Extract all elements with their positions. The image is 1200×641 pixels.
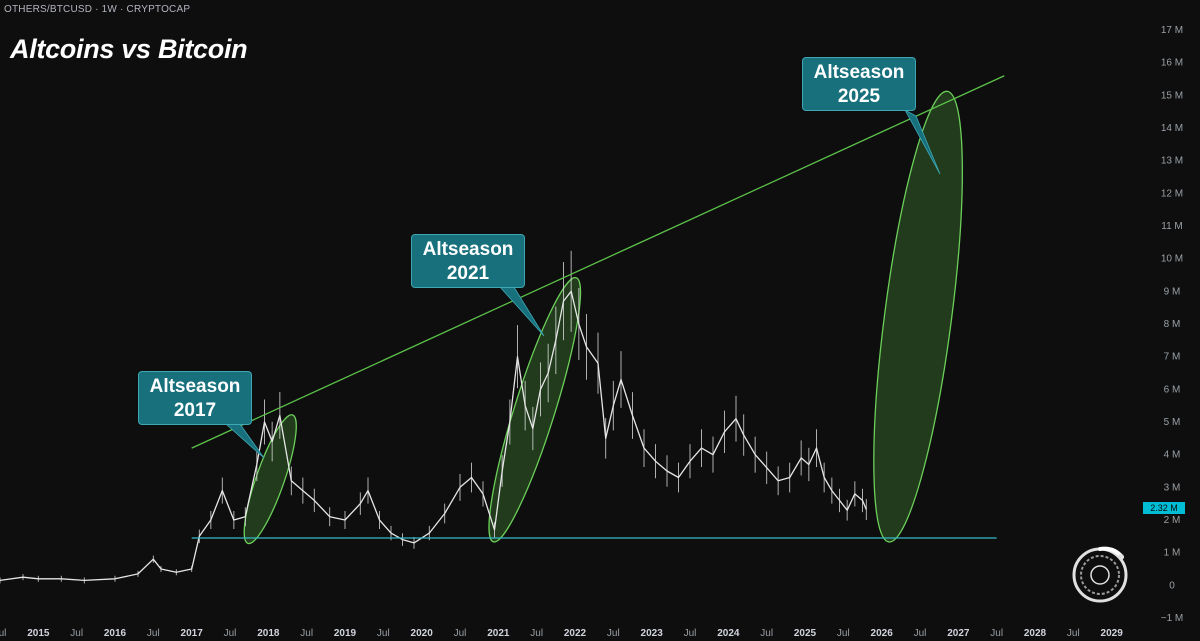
x-tick-label: Jul [300,628,313,639]
callout-pointer [903,108,941,175]
callout-line1: Altseason [422,239,514,260]
x-tick-label: 2017 [181,628,204,639]
y-tick-label: 10 M [1161,254,1183,265]
x-tick-label: Jul [377,628,390,639]
callout-pointer [224,423,265,459]
x-tick-label: Jul [914,628,927,639]
x-tick-label: 2029 [1101,628,1124,639]
y-tick-label: 0 [1169,580,1175,591]
last-price-badge: 2.32 M [1143,502,1185,514]
x-tick-label: 2023 [641,628,664,639]
y-tick-label: 8 M [1164,319,1181,330]
x-tick-label: 2022 [564,628,587,639]
x-tick-label: 2018 [257,628,280,639]
x-tick-label: Jul [607,628,620,639]
y-tick-label: 13 M [1161,156,1183,167]
y-tick-label: 14 M [1161,123,1183,134]
x-tick-label: 2015 [27,628,50,639]
callout-line1: Altseason [149,376,241,397]
callout-altseason-2021: Altseason 2021 [411,234,525,288]
x-tick-label: Jul [224,628,237,639]
x-tick-label: 2025 [794,628,817,639]
x-tick-label: Jul [1067,628,1080,639]
x-tick-label: 2021 [487,628,510,639]
x-tick-label: 2026 [871,628,894,639]
y-tick-label: 7 M [1164,352,1181,363]
x-tick-label: 2028 [1024,628,1047,639]
x-tick-label: Jul [530,628,543,639]
x-tick-label: 2016 [104,628,127,639]
x-tick-label: 2024 [717,628,740,639]
y-tick-label: 6 M [1164,384,1181,395]
y-tick-label: 3 M [1164,482,1181,493]
x-tick-label: Jul [454,628,467,639]
x-tick-label: Jul [70,628,83,639]
x-tick-label: 2020 [411,628,434,639]
x-tick-label: Jul [990,628,1003,639]
callout-line2: 2021 [446,263,490,284]
y-tick-label: 9 M [1164,286,1181,297]
highlight-ellipse [873,90,963,543]
y-tick-label: 17 M [1161,25,1183,36]
y-tick-label: 16 M [1161,58,1183,69]
callout-altseason-2025: Altseason 2025 [802,57,916,111]
x-tick-label: Jul [0,628,6,639]
x-tick-label: Jul [147,628,160,639]
y-tick-label: 1 M [1164,548,1181,559]
ouroboros-logo [1072,546,1128,603]
x-tick-label: 2019 [334,628,357,639]
price-line [0,290,867,582]
x-tick-label: Jul [760,628,773,639]
y-tick-label: 11 M [1161,221,1183,232]
callout-line2: 2025 [837,86,881,107]
x-tick-label: 2027 [947,628,970,639]
y-tick-label: 5 M [1164,417,1181,428]
callout-line1: Altseason [813,62,905,83]
x-tick-label: Jul [684,628,697,639]
callout-line2: 2017 [173,400,217,421]
callout-pointer [499,286,545,337]
callout-altseason-2017: Altseason 2017 [138,371,252,425]
x-tick-label: Jul [837,628,850,639]
y-tick-label: 12 M [1161,188,1183,199]
chart-title: Altcoins vs Bitcoin [10,34,248,64]
highlight-ellipse [488,276,582,543]
y-tick-label: 4 M [1164,450,1181,461]
resistance-trendline [191,75,1005,449]
y-tick-label: 2 M [1164,515,1181,526]
y-tick-label: 15 M [1161,90,1183,101]
symbol-label: OTHERS/BTCUSD · 1W · CRYPTOCAP [4,4,191,15]
y-tick-label: −1 M [1161,613,1184,624]
